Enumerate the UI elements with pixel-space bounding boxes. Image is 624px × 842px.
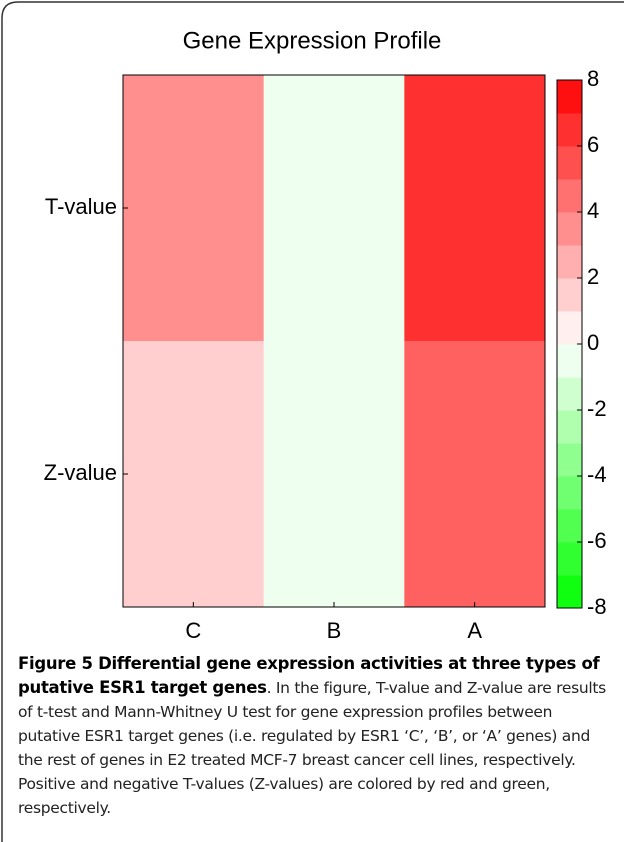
colorbar-tick-label: -2 xyxy=(587,396,607,421)
colorbar-cell xyxy=(557,575,582,609)
colorbar-cell xyxy=(557,278,582,312)
heatmap-cell xyxy=(123,341,265,608)
x-tick-label: B xyxy=(327,618,342,643)
colorbar-tick-label: 4 xyxy=(587,198,599,223)
colorbar-tick-label: -6 xyxy=(587,528,607,553)
colorbar-cell xyxy=(557,542,582,576)
colorbar-tick-label: -4 xyxy=(587,462,607,487)
colorbar-tick-label: 8 xyxy=(587,66,599,91)
colorbar-cell xyxy=(557,377,582,411)
colorbar-cell xyxy=(557,311,582,345)
caption: Figure 5 Differential gene expression ac… xyxy=(18,652,614,820)
y-tick-label: T-value xyxy=(45,194,117,219)
colorbar-cell xyxy=(557,410,582,444)
colorbar-cell xyxy=(557,245,582,279)
heatmap-cell xyxy=(404,341,546,608)
caption-text: . In the figure, T-value and Z-value are… xyxy=(18,679,606,817)
heatmap-cell xyxy=(263,341,405,608)
chart-title: Gene Expression Profile xyxy=(183,27,442,54)
x-tick-label: A xyxy=(467,618,482,643)
heatmap-cell xyxy=(404,75,546,342)
colorbar-cell xyxy=(557,80,582,114)
y-tick-label: Z-value xyxy=(44,460,117,485)
colorbar-cell xyxy=(557,476,582,510)
heatmap-cell xyxy=(263,75,405,342)
colorbar-cell xyxy=(557,509,582,543)
colorbar-tick-label: 6 xyxy=(587,132,599,157)
colorbar-tick-label: 0 xyxy=(587,330,599,355)
colorbar-cell xyxy=(557,443,582,477)
colorbar-cell xyxy=(557,179,582,213)
colorbar-cell xyxy=(557,212,582,246)
colorbar-cell xyxy=(557,113,582,147)
colorbar-tick-label: 2 xyxy=(587,264,599,289)
heatmap-cell xyxy=(123,75,265,342)
colorbar-tick-label: -8 xyxy=(587,594,607,619)
colorbar-cell xyxy=(557,344,582,378)
x-tick-label: C xyxy=(185,618,201,643)
colorbar-cell xyxy=(557,146,582,180)
caption-title: Figure 5 Differential gene expression ac… xyxy=(18,654,600,697)
